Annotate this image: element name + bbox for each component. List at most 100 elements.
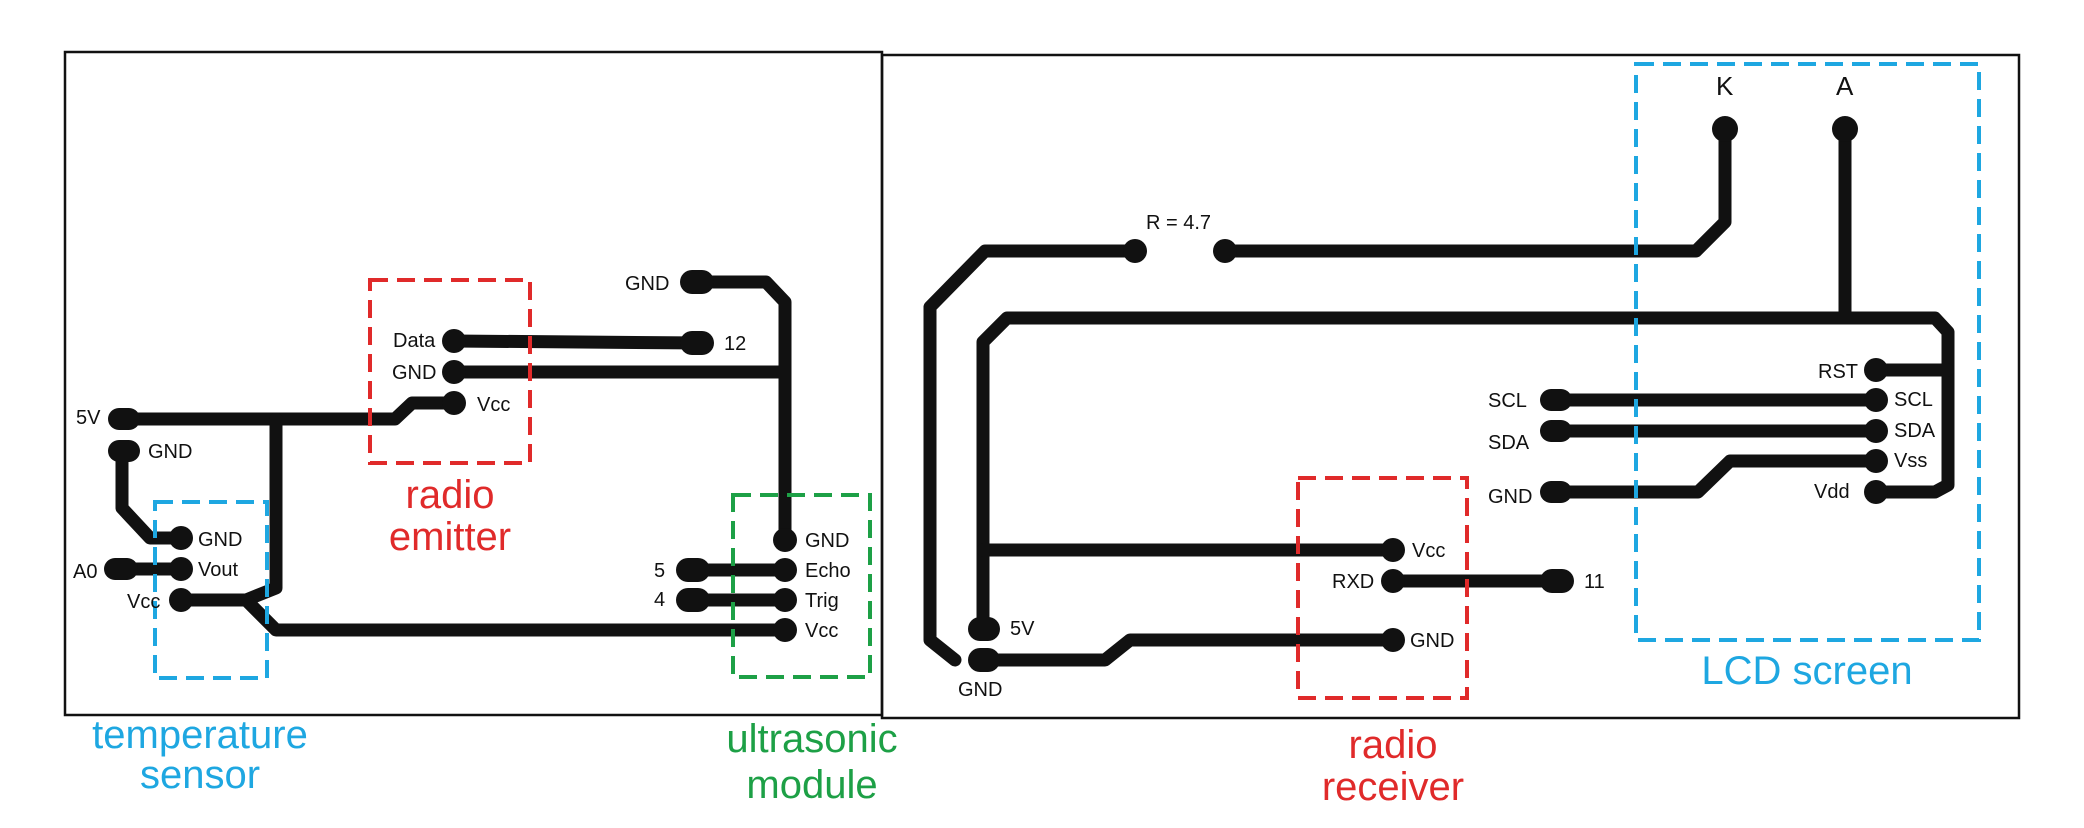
radio-emitter-box [368,278,532,465]
label-radio-gnd: GND [392,362,436,384]
lcd-screen-box [1634,62,1981,642]
label-lcd-sda: SDA [1894,420,1936,442]
temperature-sensor-box [153,500,269,680]
label-resistor: R = 4.7 [1146,212,1211,234]
right-board-traces [923,122,1955,667]
label-radio-vcc: Vcc [477,394,510,416]
trace-5v-branch [239,412,283,607]
radio-emitter-title-line2: emitter [389,515,511,559]
pad-lcd-sda [1864,419,1888,443]
pad-lcd-vss [1864,449,1888,473]
pad-pin-4 [676,588,710,612]
trace-data-12 [447,334,710,350]
pad-us-echo [773,558,797,582]
trace-vcc-bus [174,593,792,637]
label-5v: 5V [76,407,101,429]
radio-receiver-title-line2: receiver [1322,765,1464,809]
lcd-screen-title: LCD screen [1701,649,1912,693]
pad-pin-12 [680,331,714,355]
right-board-pads [968,116,1888,672]
pad-pin-5 [676,558,710,582]
label-rx-vcc: Vcc [1412,540,1445,562]
label-in-sda: SDA [1488,432,1530,454]
label-rx-rxd: RXD [1332,571,1374,593]
ultrasonic-module-box [731,493,872,679]
label-us-vcc: Vcc [805,620,838,642]
pad-in-sda [1540,420,1572,442]
label-temp-gnd: GND [198,529,242,551]
label-radio-data: Data [393,330,436,352]
pad-lcd-scl [1864,388,1888,412]
label-gnd-right: GND [958,679,1002,701]
pad-resistor-right [1213,239,1237,263]
pad-in-scl [1540,389,1572,411]
label-temp-vout: Vout [198,559,238,581]
pad-resistor-left [1123,239,1147,263]
pad-5v-right [968,617,1000,641]
label-in-scl: SCL [1488,390,1527,412]
radio-receiver-box [1296,476,1469,700]
pad-a0 [104,558,138,580]
trace-top-gnd [685,275,792,547]
pad-temp-vcc [169,588,193,612]
pad-temp-vout [169,557,193,581]
label-rx-gnd: GND [1410,630,1454,652]
trace-5v-rail [115,396,461,426]
label-lcd-k: K [1716,71,1734,101]
pad-radio-data [442,329,466,353]
pad-us-gnd [773,528,797,552]
radio-receiver-title-line1: radio [1349,723,1438,767]
label-pin-12: 12 [724,333,746,355]
pad-lcd-k [1712,116,1738,142]
left-board-pads [104,270,797,642]
trace-resistor-right-k [1218,122,1732,258]
label-lcd-vdd: Vdd [1814,481,1850,503]
label-5v-right: 5V [1010,618,1035,640]
label-gnd-left: GND [148,441,192,463]
pad-lcd-rst [1864,358,1888,382]
pad-in-gnd [1540,481,1572,503]
pad-temp-gnd [169,526,193,550]
label-pin-4: 4 [654,589,665,611]
pad-rx-gnd [1381,628,1405,652]
pad-gnd-left [108,440,140,462]
label-a0: A0 [73,561,97,583]
pad-radio-vcc [442,391,466,415]
label-lcd-rst: RST [1818,361,1858,383]
pad-lcd-vdd [1864,480,1888,504]
temperature-sensor-title-line1: temperature [92,713,308,757]
label-lcd-scl: SCL [1894,389,1933,411]
label-lcd-a: A [1836,71,1854,101]
pad-top-gnd [680,270,714,294]
trace-gnd-radio [978,633,1400,667]
pad-lcd-a [1832,116,1858,142]
ultrasonic-module-title-line2: module [746,763,877,807]
label-us-echo: Echo [805,560,851,582]
pad-5v [108,408,140,430]
pad-gnd-right [968,648,1000,672]
pad-rx-rxd [1381,569,1405,593]
pad-pin-11 [1540,569,1574,593]
left-board-traces [108,275,792,637]
label-pin-5: 5 [654,560,665,582]
label-temp-vcc: Vcc [127,591,160,613]
left-board-outline [63,50,884,717]
label-top-gnd: GND [625,273,669,295]
pad-us-trig [773,588,797,612]
pad-us-vcc [773,618,797,642]
trace-5v-top-rail [976,311,1955,635]
temperature-sensor-title-line2: sensor [140,753,260,797]
trace-resistor-left [923,244,1142,667]
label-us-gnd: GND [805,530,849,552]
label-lcd-vss: Vss [1894,450,1927,472]
label-pin-11: 11 [1584,571,1605,593]
label-in-gnd: GND [1488,486,1532,508]
trace-gnd-temp [115,442,188,545]
pad-rx-vcc [1381,538,1405,562]
ultrasonic-module-title-line1: ultrasonic [726,717,897,761]
right-board-outline [880,53,2021,720]
trace-gnd-vss [1546,454,1883,499]
pad-radio-gnd [442,360,466,384]
radio-emitter-title-line1: radio [406,473,495,517]
